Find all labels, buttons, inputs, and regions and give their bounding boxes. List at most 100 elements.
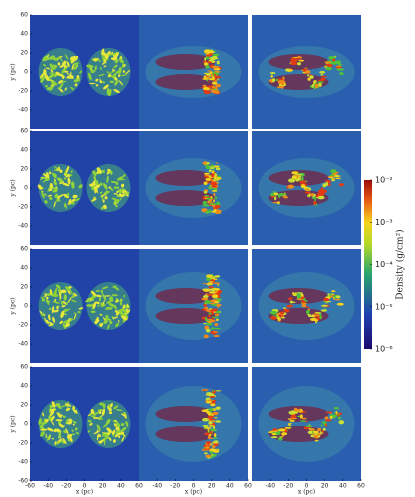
filament [52, 188, 58, 193]
filament [71, 198, 76, 202]
filament [216, 201, 221, 206]
filament [214, 71, 221, 73]
filament [314, 439, 319, 442]
filament [213, 287, 220, 291]
filament [214, 177, 222, 180]
filament [118, 189, 121, 192]
filament [109, 187, 114, 192]
filament [287, 184, 295, 189]
filament [205, 328, 211, 333]
filament [215, 407, 221, 409]
filament [91, 185, 95, 191]
filament [115, 409, 123, 412]
filament [46, 57, 52, 61]
filament [271, 78, 276, 83]
filament [207, 61, 212, 64]
filament [213, 433, 217, 437]
filament [87, 430, 91, 433]
filament [273, 196, 277, 201]
filament [111, 294, 118, 297]
filament [74, 427, 78, 431]
filament [98, 439, 105, 443]
filament [65, 301, 69, 306]
filament [202, 417, 209, 422]
filament [45, 300, 48, 303]
filament [206, 274, 213, 278]
filament [278, 192, 285, 197]
filament [108, 404, 111, 409]
filament [46, 86, 53, 91]
filament [320, 309, 328, 312]
filament [107, 405, 112, 412]
colorbar [364, 180, 372, 349]
filament [214, 75, 222, 79]
filament [318, 82, 322, 87]
filament [113, 193, 118, 195]
filament [57, 62, 61, 66]
colorbar-tick-label: 10⁻² [375, 176, 393, 185]
y-tick-label: 0 [24, 185, 28, 192]
filament [203, 196, 212, 198]
filament [307, 313, 310, 316]
filament [54, 298, 57, 302]
dense-core [155, 426, 216, 442]
filament [272, 191, 277, 193]
filament [320, 73, 324, 76]
filament [60, 310, 65, 319]
filament [90, 408, 95, 415]
filament [282, 195, 286, 198]
filament [66, 73, 70, 75]
filament [42, 412, 45, 417]
filament [312, 430, 319, 434]
filament [210, 203, 216, 205]
filament [49, 72, 52, 74]
dense-core [155, 288, 216, 304]
filament [66, 61, 70, 68]
filament [93, 417, 100, 420]
filament [118, 80, 123, 86]
filament [66, 75, 74, 79]
filament [78, 307, 84, 310]
x-tick-label: 60 [244, 483, 252, 490]
y-tick-label: 20 [20, 284, 28, 291]
filament [205, 65, 210, 69]
filament [77, 311, 81, 313]
filament [290, 417, 297, 420]
filament [319, 70, 326, 74]
filament [45, 84, 48, 88]
filament [65, 165, 70, 173]
filament [210, 451, 213, 455]
filament [284, 192, 286, 195]
filament [211, 308, 218, 312]
filament [216, 60, 220, 65]
filament [329, 293, 332, 296]
filament [204, 452, 208, 455]
dense-core [155, 170, 216, 186]
x-tick-label: 40 [117, 483, 125, 490]
filament [206, 392, 213, 395]
filament [203, 389, 206, 392]
filament [52, 293, 59, 298]
filament [122, 304, 126, 310]
filament [309, 428, 315, 431]
filament [53, 66, 57, 70]
filament [276, 201, 280, 205]
filament [337, 413, 340, 415]
filament [72, 194, 78, 199]
panel [30, 131, 139, 245]
filament [44, 74, 50, 82]
filament [297, 415, 301, 418]
filament [212, 389, 215, 393]
filament [106, 427, 113, 433]
filament [123, 294, 125, 298]
filament [336, 60, 341, 65]
filament [101, 52, 108, 57]
filament [62, 323, 67, 330]
filament [325, 423, 327, 427]
filament [59, 291, 62, 300]
filament [60, 289, 66, 293]
filament [301, 411, 304, 413]
filament [277, 79, 286, 85]
filament [59, 73, 64, 77]
filament [62, 425, 65, 428]
